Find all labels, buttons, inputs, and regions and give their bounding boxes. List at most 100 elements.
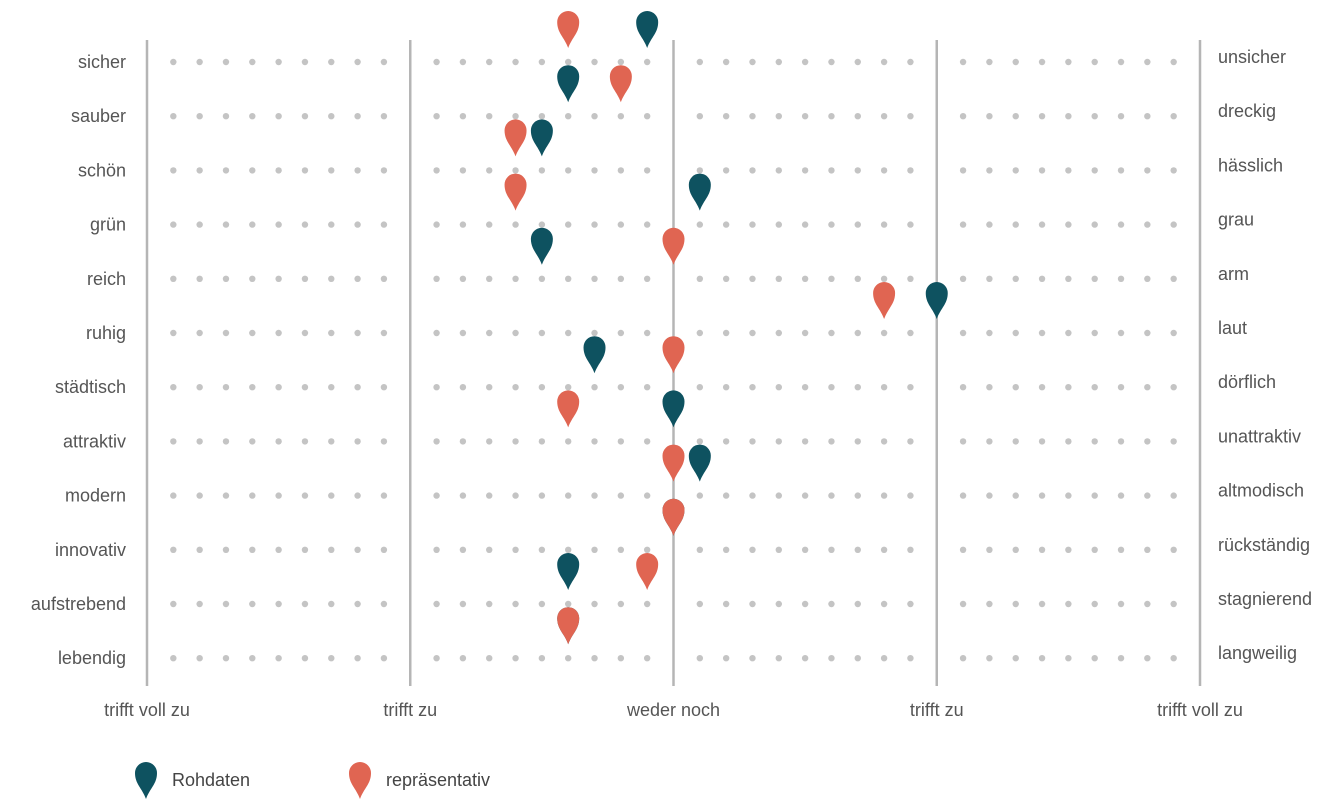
grid-dot (486, 384, 493, 391)
grid-dot (986, 600, 993, 608)
grid-dot (249, 113, 256, 120)
grid-dot (775, 600, 782, 608)
grid-dot (512, 492, 519, 499)
grid-dot (1117, 113, 1125, 120)
marker-rohdaten (530, 227, 553, 265)
grid-dot (1170, 600, 1177, 608)
grid-dot (1144, 492, 1151, 499)
grid-dot (170, 221, 177, 228)
grid-dot (643, 492, 651, 499)
grid-dot (643, 438, 651, 445)
row-label-left: sauber (71, 106, 126, 126)
row-label-left: lebendig (58, 648, 126, 668)
grid-dot (380, 492, 388, 499)
grid-dot (275, 167, 282, 174)
grid-dot (196, 546, 203, 553)
grid-dot (301, 384, 309, 391)
grid-dot (749, 167, 756, 174)
grid-dot (854, 58, 861, 66)
grid-dot (828, 167, 835, 174)
grid-dot (354, 221, 361, 228)
grid-dot (249, 58, 256, 66)
grid-dot (1144, 546, 1151, 553)
marker-rohdaten (662, 390, 685, 428)
grid-dot (565, 113, 572, 120)
legend-label-repraesentativ: repräsentativ (386, 769, 491, 790)
grid-dot (196, 438, 203, 445)
grid-dot (1091, 655, 1098, 662)
grid-dot (828, 113, 835, 120)
grid-dot (1091, 329, 1098, 337)
grid-dot (565, 600, 572, 608)
grid-dot (538, 600, 546, 608)
grid-dot (459, 329, 467, 337)
grid-dot (1038, 438, 1046, 445)
grid-dot (249, 655, 256, 662)
grid-dot (986, 438, 993, 445)
grid-dot (775, 492, 782, 499)
grid-dot (749, 58, 756, 66)
grid-dot (538, 329, 546, 337)
grid-dot (380, 655, 388, 662)
grid-dot (275, 438, 282, 445)
grid-dot (538, 58, 546, 66)
grid-dot (1038, 167, 1046, 174)
marker-repraesentativ (662, 444, 685, 482)
marker-rohdaten (557, 65, 580, 103)
grid-dot (880, 438, 888, 445)
grid-dot (433, 113, 440, 120)
grid-dot (1091, 275, 1098, 282)
grid-dot (1038, 600, 1046, 608)
grid-dot (1012, 58, 1019, 66)
grid-dot (354, 655, 361, 662)
grid-dot (380, 546, 388, 553)
grid-dot (801, 492, 809, 499)
grid-dot (380, 329, 388, 337)
grid-dot (1012, 438, 1019, 445)
grid-dot (643, 655, 651, 662)
grid-dot (512, 329, 519, 337)
marker-repraesentativ (557, 390, 580, 428)
marker-repraesentativ (662, 336, 685, 374)
marker-repraesentativ (504, 119, 527, 157)
grid-dot (249, 329, 256, 337)
grid-dot (854, 113, 861, 120)
grid-dot (301, 221, 309, 228)
grid-dot (1065, 329, 1072, 337)
grid-dot (775, 438, 782, 445)
grid-dot (696, 113, 704, 120)
row-label-left: schön (78, 160, 126, 180)
grid-dot (328, 546, 335, 553)
grid-dot (1091, 167, 1098, 174)
grid-dot (959, 58, 967, 66)
grid-dot (591, 329, 598, 337)
grid-dot (696, 221, 704, 228)
grid-dot (986, 221, 993, 228)
grid-dot (170, 492, 177, 499)
grid-dot (512, 546, 519, 553)
grid-dot (986, 58, 993, 66)
grid-dot (1065, 438, 1072, 445)
grid-dot (538, 167, 546, 174)
grid-dot (222, 329, 230, 337)
grid-dot (643, 113, 651, 120)
marker-rohdaten (557, 553, 580, 590)
grid-dot (722, 492, 730, 499)
grid-dot (749, 492, 756, 499)
grid-dot (1144, 275, 1151, 282)
grid-dot (1091, 384, 1098, 391)
grid-dot (538, 655, 546, 662)
grid-dot (722, 167, 730, 174)
marker-repraesentativ (636, 553, 659, 590)
grid-dot (591, 58, 598, 66)
grid-dot (801, 438, 809, 445)
grid-dot (170, 329, 177, 337)
grid-dot (328, 221, 335, 228)
grid-dot (617, 329, 625, 337)
grid-dot (459, 221, 467, 228)
grid-dot (722, 600, 730, 608)
grid-dot (170, 113, 177, 120)
grid-dot (275, 58, 282, 66)
grid-dot (775, 546, 782, 553)
row-label-right: stagnierend (1218, 589, 1312, 609)
